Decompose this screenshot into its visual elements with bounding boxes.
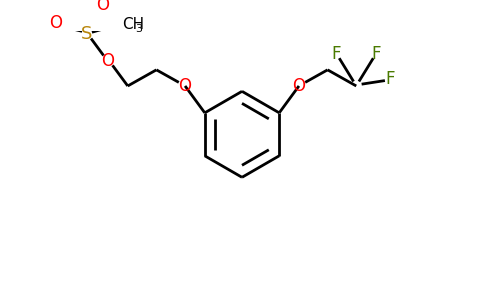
Text: O: O: [292, 77, 305, 95]
Text: O: O: [96, 0, 109, 14]
Text: F: F: [386, 70, 395, 88]
Text: F: F: [332, 45, 341, 63]
Text: CH: CH: [122, 17, 145, 32]
Text: F: F: [371, 45, 381, 63]
Text: O: O: [49, 14, 62, 32]
Text: O: O: [102, 52, 115, 70]
Text: O: O: [179, 77, 192, 95]
Text: S: S: [81, 25, 92, 43]
Text: 3: 3: [135, 24, 142, 34]
